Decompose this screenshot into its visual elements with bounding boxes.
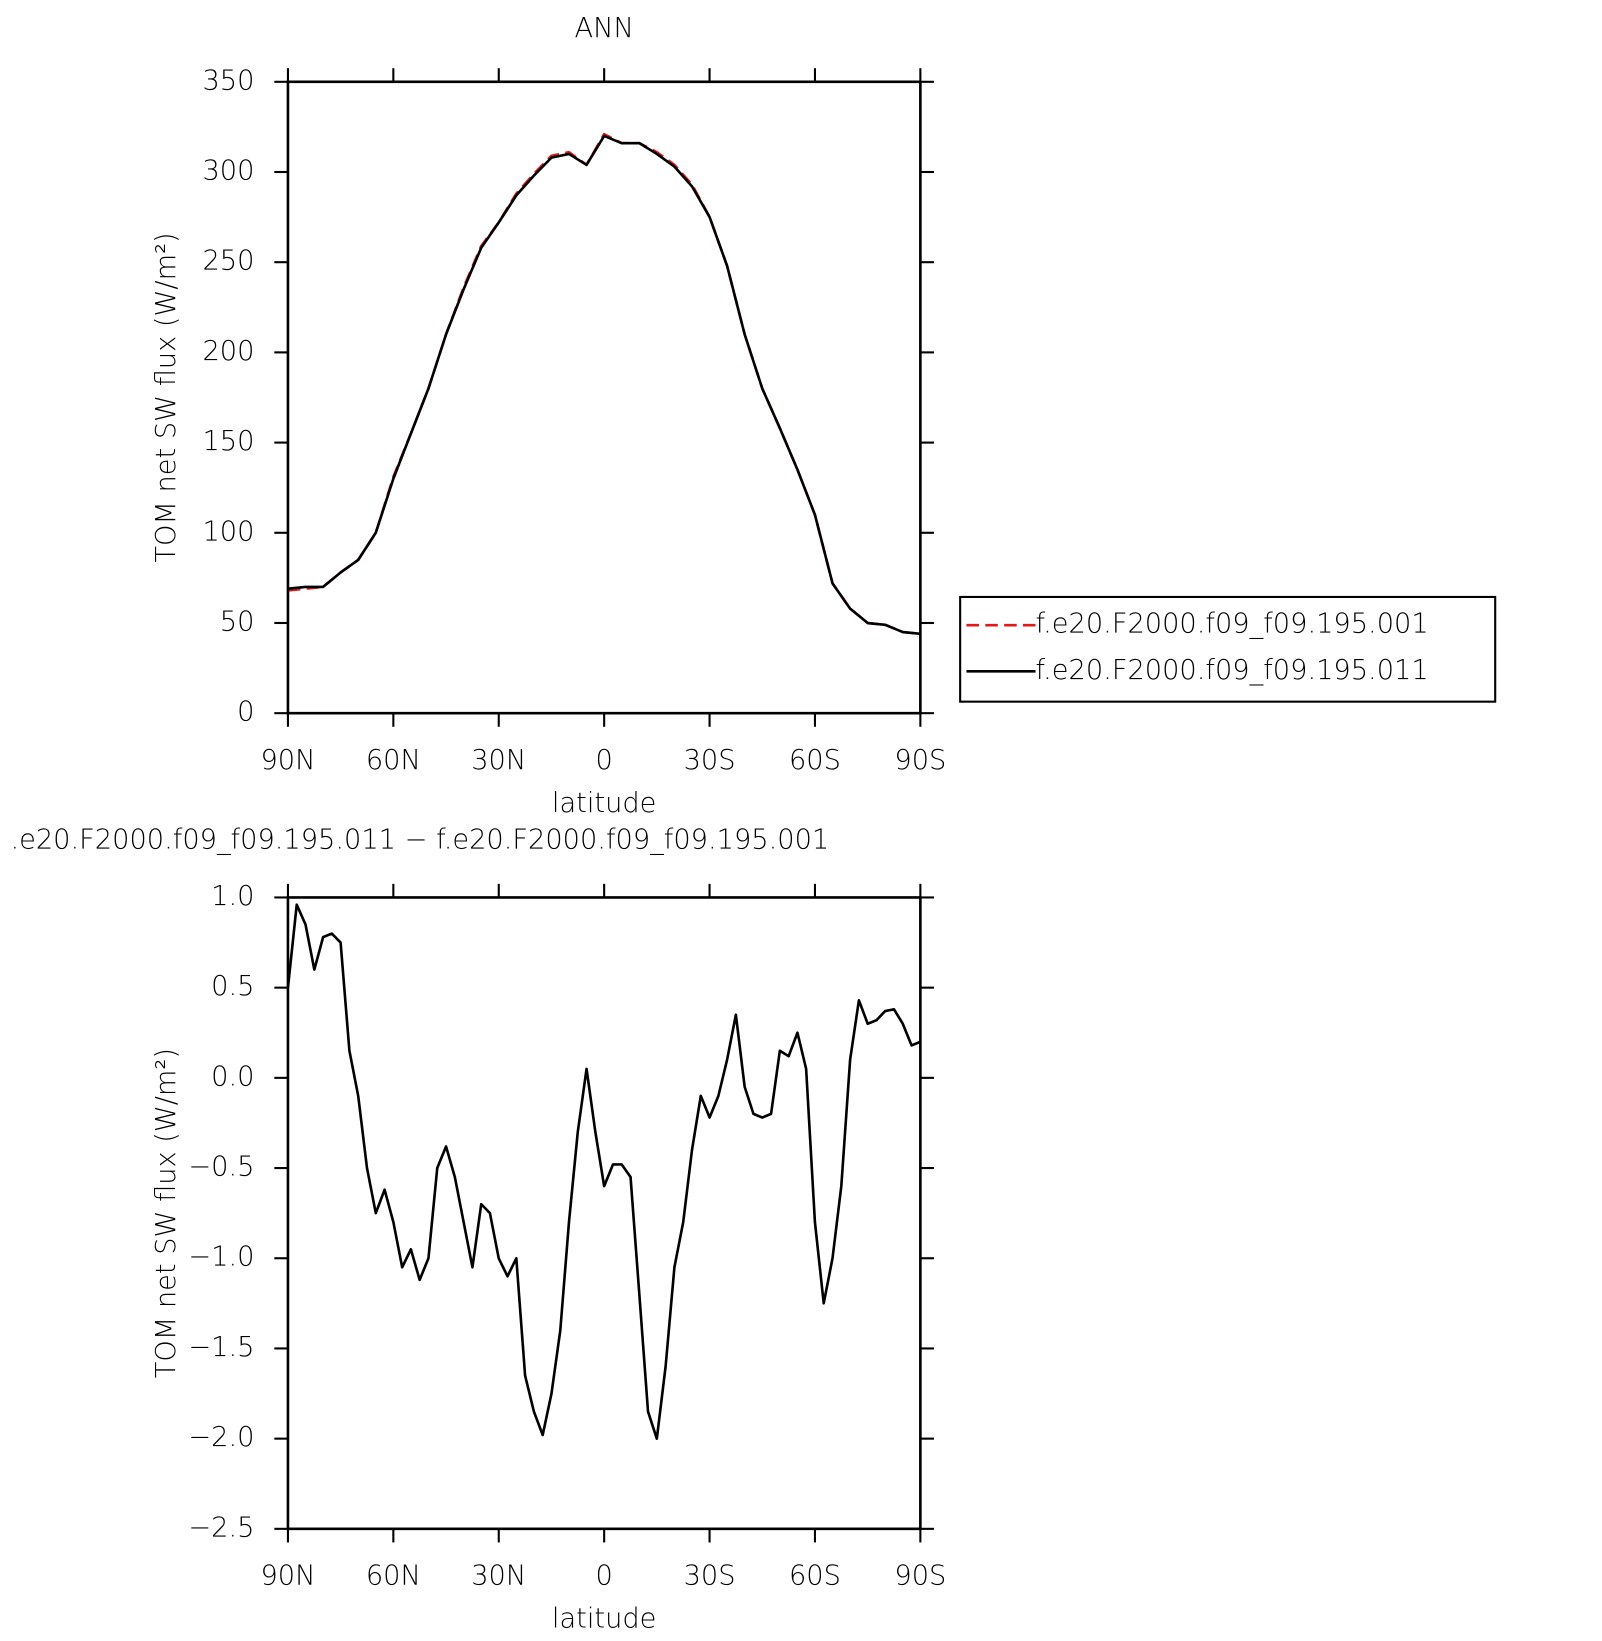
y-tick-label: −0.5 (188, 1152, 254, 1183)
legend-label: f.e20.F2000.f09_f09.195.001 (1036, 609, 1429, 640)
y-tick-label: 150 (202, 426, 254, 457)
y-tick-label: −2.0 (188, 1422, 254, 1453)
y-tick-label: 350 (202, 65, 254, 96)
x-tick-label: 60S (789, 1561, 841, 1592)
y-tick-label: 100 (202, 516, 254, 547)
y-axis-label: TOM net SW flux (W/m²) (151, 1048, 182, 1378)
x-tick-label: 90S (894, 1561, 946, 1592)
series-line (287, 134, 921, 636)
x-axis-label: latitude (552, 1603, 656, 1634)
y-tick-label: 50 (220, 606, 255, 637)
y-tick-label: −1.0 (188, 1242, 254, 1273)
plot-frame (286, 896, 922, 1531)
legend-label: f.e20.F2000.f09_f09.195.011 (1036, 655, 1429, 686)
y-tick-label: 0 (237, 697, 254, 728)
x-axis-label: latitude (552, 788, 656, 819)
x-tick-label: 90N (260, 745, 315, 776)
y-axis-label: TOM net SW flux (W/m²) (151, 232, 182, 562)
x-tick-label: 30S (684, 745, 736, 776)
x-tick-label: 0 (595, 1561, 612, 1592)
x-tick-label: 30S (684, 1561, 736, 1592)
x-tick-label: 60N (366, 745, 421, 776)
y-tick-label: 250 (202, 246, 254, 277)
chart-title: ANN (574, 13, 633, 44)
panel: ANN 0 50 100 150 200 250 300 350 90N 60N 30N 0 30S 60S… (151, 13, 1497, 819)
x-tick-label: 30N (471, 1561, 526, 1592)
legend-box (959, 595, 1497, 703)
x-tick-label: 60N (366, 1561, 421, 1592)
plot-frame (286, 80, 922, 715)
x-tick-label: 0 (595, 745, 612, 776)
y-tick-label: 200 (202, 336, 254, 367)
x-tick-label: 90N (260, 1561, 315, 1592)
x-tick-label: 30N (471, 745, 526, 776)
chart-title: .e20.F2000.f09_f09.195.011 − f.e20.F2000… (10, 824, 829, 855)
x-tick-label: 90S (894, 745, 946, 776)
x-tick-label: 60S (789, 745, 841, 776)
panel: .e20.F2000.f09_f09.195.011 − f.e20.F2000… (10, 824, 946, 1634)
series-line (286, 903, 921, 1440)
y-tick-label: 300 (202, 155, 254, 186)
y-tick-label: −1.5 (188, 1332, 254, 1363)
y-tick-label: −2.5 (188, 1512, 254, 1543)
y-tick-label: 1.0 (211, 881, 254, 912)
y-tick-label: 0.5 (211, 971, 254, 1002)
y-tick-label: 0.0 (211, 1061, 254, 1092)
